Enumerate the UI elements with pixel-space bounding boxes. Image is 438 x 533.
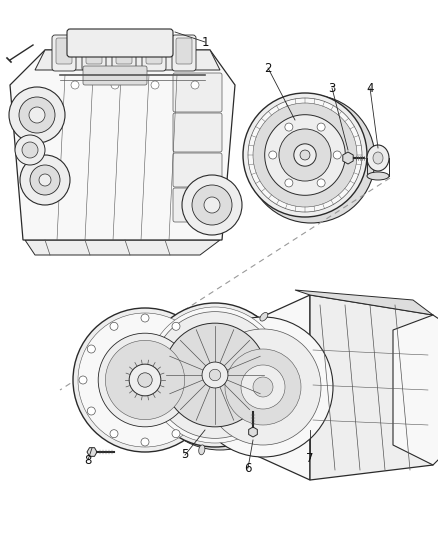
Circle shape <box>205 329 321 445</box>
Circle shape <box>248 98 362 212</box>
Circle shape <box>147 307 283 443</box>
Circle shape <box>73 308 217 452</box>
Circle shape <box>253 377 273 397</box>
Circle shape <box>195 407 203 415</box>
Text: 8: 8 <box>84 454 92 466</box>
Circle shape <box>163 323 267 427</box>
Text: 5: 5 <box>181 448 189 462</box>
Circle shape <box>182 175 242 235</box>
FancyBboxPatch shape <box>173 153 222 187</box>
Circle shape <box>141 438 149 446</box>
Polygon shape <box>249 427 258 437</box>
Circle shape <box>172 430 180 438</box>
Circle shape <box>141 314 149 322</box>
Circle shape <box>203 376 211 384</box>
FancyBboxPatch shape <box>116 38 132 64</box>
Circle shape <box>19 97 55 133</box>
Circle shape <box>22 142 38 158</box>
FancyBboxPatch shape <box>142 35 166 71</box>
FancyBboxPatch shape <box>112 35 136 71</box>
Circle shape <box>152 312 279 438</box>
FancyBboxPatch shape <box>173 73 222 112</box>
FancyBboxPatch shape <box>146 38 162 64</box>
Circle shape <box>265 115 345 195</box>
FancyBboxPatch shape <box>67 29 173 57</box>
Text: 7: 7 <box>306 451 314 464</box>
Circle shape <box>39 174 51 186</box>
Circle shape <box>317 179 325 187</box>
Ellipse shape <box>260 312 268 321</box>
Circle shape <box>20 155 70 205</box>
Circle shape <box>192 185 232 225</box>
Circle shape <box>129 364 161 396</box>
FancyBboxPatch shape <box>83 66 147 85</box>
Text: 2: 2 <box>264 61 272 75</box>
Circle shape <box>333 151 341 159</box>
Circle shape <box>253 103 357 207</box>
Circle shape <box>106 341 184 419</box>
Circle shape <box>269 151 277 159</box>
FancyBboxPatch shape <box>86 38 102 64</box>
Ellipse shape <box>367 172 389 180</box>
Circle shape <box>148 306 292 450</box>
Text: 4: 4 <box>366 82 374 94</box>
Circle shape <box>138 373 152 387</box>
FancyBboxPatch shape <box>172 35 196 71</box>
Circle shape <box>300 150 310 160</box>
FancyBboxPatch shape <box>173 113 222 152</box>
Circle shape <box>110 322 118 330</box>
Circle shape <box>98 333 192 427</box>
Circle shape <box>195 345 203 353</box>
Ellipse shape <box>139 346 148 352</box>
Polygon shape <box>393 315 438 465</box>
FancyBboxPatch shape <box>82 35 106 71</box>
Circle shape <box>29 107 45 123</box>
Polygon shape <box>295 290 433 315</box>
Circle shape <box>143 303 287 447</box>
Circle shape <box>279 129 331 181</box>
Polygon shape <box>10 50 235 240</box>
FancyBboxPatch shape <box>173 188 222 222</box>
Polygon shape <box>87 448 97 456</box>
Circle shape <box>294 144 316 166</box>
Circle shape <box>204 197 220 213</box>
Ellipse shape <box>367 145 389 171</box>
Circle shape <box>285 123 293 131</box>
Circle shape <box>151 81 159 89</box>
Circle shape <box>241 365 285 409</box>
Polygon shape <box>255 295 310 480</box>
Ellipse shape <box>373 152 383 164</box>
Circle shape <box>209 369 221 381</box>
Text: 3: 3 <box>328 82 336 94</box>
FancyBboxPatch shape <box>56 38 72 64</box>
Circle shape <box>202 362 228 388</box>
Text: 1: 1 <box>201 36 209 49</box>
Ellipse shape <box>247 95 375 223</box>
Circle shape <box>285 179 293 187</box>
Circle shape <box>110 430 118 438</box>
Circle shape <box>111 81 119 89</box>
Circle shape <box>79 376 87 384</box>
Circle shape <box>317 123 325 131</box>
Circle shape <box>225 349 301 425</box>
Circle shape <box>193 317 333 457</box>
Polygon shape <box>310 295 433 480</box>
Circle shape <box>172 322 180 330</box>
Circle shape <box>30 165 60 195</box>
Circle shape <box>78 313 212 447</box>
Ellipse shape <box>199 445 205 455</box>
Circle shape <box>71 81 79 89</box>
Circle shape <box>15 135 45 165</box>
Circle shape <box>191 81 199 89</box>
Circle shape <box>243 93 367 217</box>
Polygon shape <box>25 240 220 255</box>
Text: 6: 6 <box>244 462 252 474</box>
Circle shape <box>9 87 65 143</box>
Polygon shape <box>35 50 220 70</box>
Circle shape <box>87 345 95 353</box>
FancyBboxPatch shape <box>176 38 192 64</box>
Polygon shape <box>343 152 353 164</box>
Circle shape <box>87 407 95 415</box>
FancyBboxPatch shape <box>52 35 76 71</box>
